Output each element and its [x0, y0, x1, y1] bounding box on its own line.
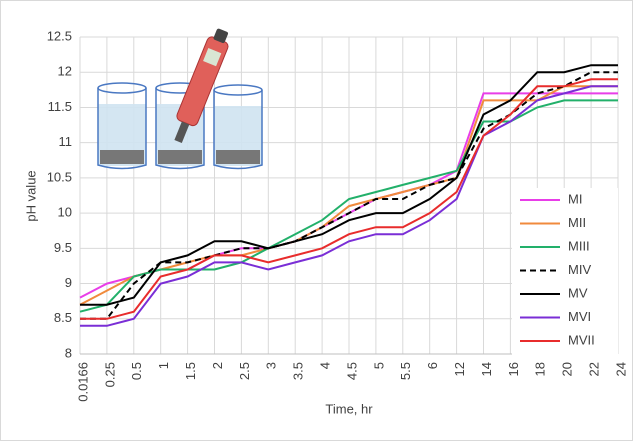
legend-label: MVI — [568, 309, 591, 324]
y-tick-label: 9 — [65, 275, 72, 290]
x-tick-label: 4 — [318, 362, 333, 369]
y-tick-label: 8 — [65, 345, 72, 360]
x-tick-label: 1 — [156, 362, 171, 369]
x-tick-label: 5.5 — [398, 362, 413, 380]
legend-label: MV — [568, 285, 588, 300]
legend-label: MI — [568, 191, 582, 206]
x-tick-label: 5 — [371, 362, 386, 369]
y-tick-label: 8.5 — [54, 310, 72, 325]
x-tick-label: 0.0166 — [75, 362, 90, 402]
y-tick-label: 12.5 — [47, 28, 72, 43]
x-tick-label: 3.5 — [291, 362, 306, 380]
legend-label: MII — [568, 215, 586, 230]
legend-label: MVII — [568, 332, 595, 347]
x-tick-label: 0.25 — [102, 362, 117, 387]
x-tick-label: 1.5 — [183, 362, 198, 380]
x-tick-label: 24 — [613, 362, 628, 376]
y-tick-label: 11.5 — [48, 99, 72, 114]
y-tick-label: 11 — [59, 134, 73, 149]
x-tick-label: 16 — [506, 362, 521, 376]
legend-box — [512, 188, 618, 356]
x-tick-label: 2.5 — [237, 362, 252, 380]
y-tick-label: 10 — [58, 205, 72, 220]
chart: MIMIIMIIIMIVMVMVIMVII pH value Time, hr … — [0, 0, 633, 441]
x-tick-label: 2 — [210, 362, 225, 369]
legend-label: MIV — [568, 262, 591, 277]
x-tick-label: 3 — [264, 362, 279, 369]
x-tick-label: 4.5 — [344, 362, 359, 380]
y-tick-label: 10.5 — [47, 169, 72, 184]
x-tick-label: 20 — [560, 362, 575, 376]
x-axis-title: Time, hr — [325, 401, 373, 416]
x-tick-label: 22 — [587, 362, 602, 376]
y-axis-title: pH value — [23, 170, 38, 221]
x-tick-label: 6 — [425, 362, 440, 369]
y-tick-label: 9.5 — [54, 240, 72, 255]
legend-label: MIII — [568, 238, 590, 253]
x-tick-label: 12 — [452, 362, 467, 376]
x-tick-label: 14 — [479, 362, 494, 376]
x-tick-label: 18 — [533, 362, 548, 376]
y-tick-label: 12 — [58, 64, 72, 79]
x-tick-label: 0.5 — [129, 362, 144, 380]
